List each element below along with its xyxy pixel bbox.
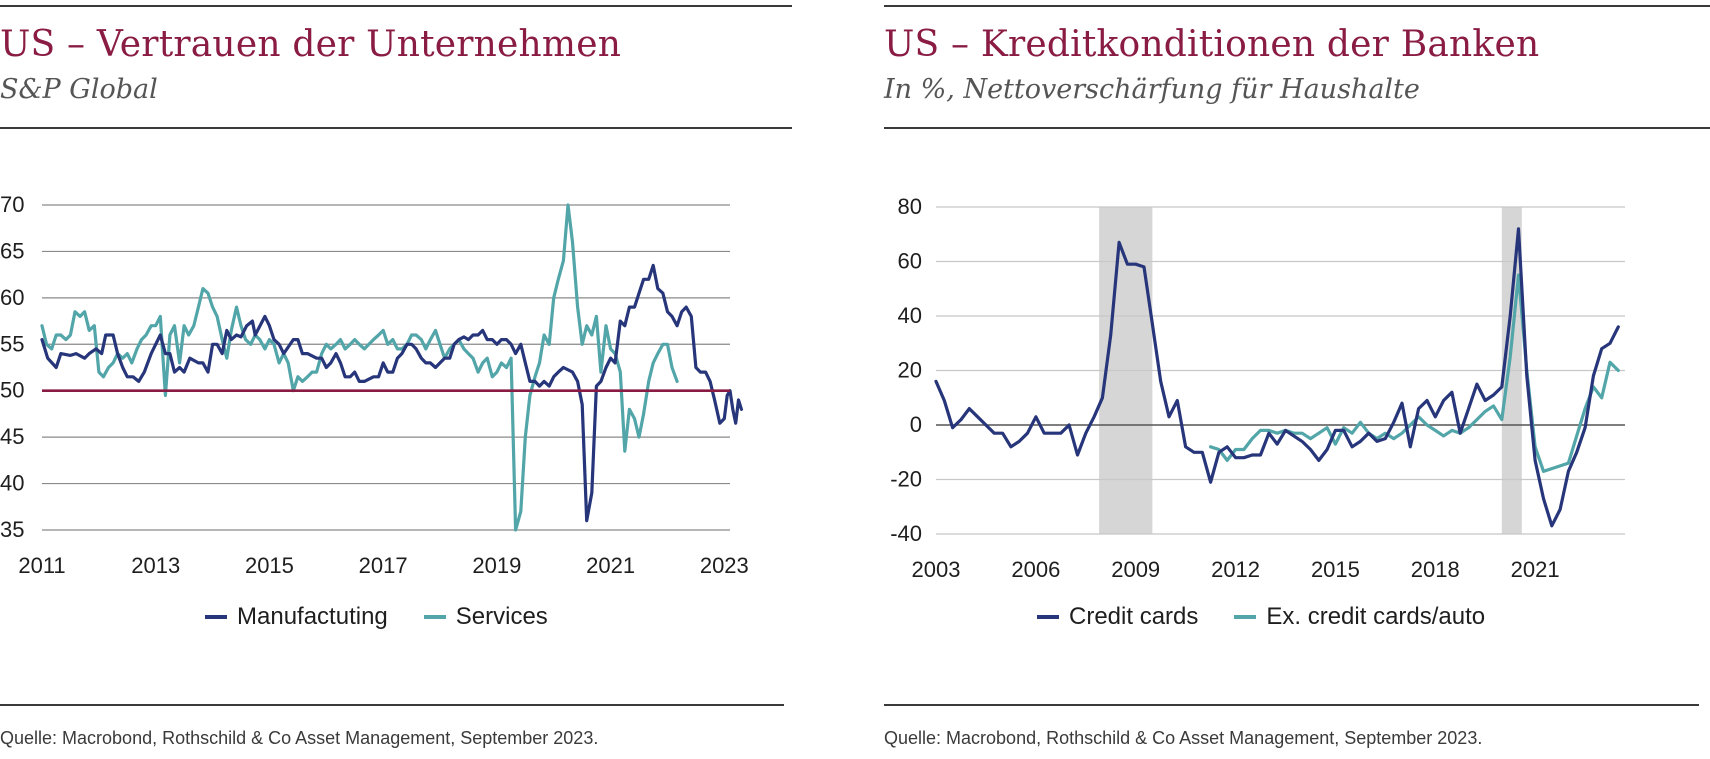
series-line-credit-cards xyxy=(934,227,1620,528)
business-confidence-chart: 70 65 60 55 50 45 40 35 2011 2013 2015 2017 2019 2021… xyxy=(0,192,749,578)
y-tick-label: -20 xyxy=(890,467,922,492)
x-tick-label: 2023 xyxy=(700,553,749,578)
chart-title: US – Kreditkonditionen der Banken xyxy=(884,24,1540,65)
legend-label: Ex. credit cards/auto xyxy=(1266,603,1486,630)
y-tick-label: 0 xyxy=(910,412,922,437)
legend-item: Credit cards xyxy=(1037,603,1198,631)
y-tick-label: 60 xyxy=(0,285,24,310)
x-tick-label: 2021 xyxy=(586,553,635,578)
y-tick-label: 55 xyxy=(0,331,24,356)
chart-subtitle: In %, Nettoverschärfung für Haushalte xyxy=(884,74,1420,105)
x-tick-label: 2015 xyxy=(1311,557,1360,582)
y-tick-label: -40 xyxy=(890,521,922,546)
x-tick-label: 2009 xyxy=(1111,557,1160,582)
x-tick-label: 2015 xyxy=(245,553,294,578)
y-tick-label: 35 xyxy=(0,517,24,542)
footer-rule xyxy=(884,704,1699,706)
y-tick-label: 80 xyxy=(898,194,922,219)
chart-subtitle: S&P Global xyxy=(0,74,158,105)
legend-label: Credit cards xyxy=(1069,603,1199,630)
y-tick-label: 40 xyxy=(898,303,922,328)
top-rule xyxy=(884,5,1710,7)
legend-swatch xyxy=(1037,615,1059,619)
series-line-ex-credit-cards-auto xyxy=(1209,273,1620,473)
legend-item: Services xyxy=(423,603,548,631)
series-line-manufactuting xyxy=(40,263,743,523)
right-chart-panel: US – Kreditkonditionen der Banken In %, … xyxy=(884,0,1710,759)
y-tick-label: 65 xyxy=(0,238,24,263)
top-rule xyxy=(0,5,792,7)
y-tick-label: 20 xyxy=(898,358,922,383)
y-tick-label: 70 xyxy=(0,192,24,217)
legend-swatch xyxy=(1234,615,1257,619)
legend-label: Services xyxy=(455,603,548,630)
chart-legend: Manufactuting Services xyxy=(205,603,548,631)
legend-item: Manufactuting xyxy=(205,603,388,631)
chart-title: US – Vertrauen der Unternehmen xyxy=(0,24,622,65)
x-tick-label: 2019 xyxy=(472,553,521,578)
header-rule xyxy=(0,127,792,129)
x-tick-label: 2021 xyxy=(1511,557,1560,582)
x-tick-label: 2006 xyxy=(1011,557,1060,582)
chart-legend: Credit cards Ex. credit cards/auto xyxy=(1037,603,1485,631)
y-tick-label: 45 xyxy=(0,424,24,449)
series-line-services xyxy=(40,203,679,532)
legend-swatch xyxy=(423,615,446,619)
source-note: Quelle: Macrobond, Rothschild & Co Asset… xyxy=(0,728,599,748)
y-tick-label: 50 xyxy=(0,378,24,403)
legend-item: Ex. credit cards/auto xyxy=(1234,603,1485,631)
source-note: Quelle: Macrobond, Rothschild & Co Asset… xyxy=(884,728,1483,748)
x-tick-label: 2012 xyxy=(1211,557,1260,582)
x-tick-label: 2011 xyxy=(18,553,65,578)
left-chart-panel: US – Vertrauen der Unternehmen S&P Globa… xyxy=(0,0,800,759)
x-tick-label: 2003 xyxy=(912,557,961,582)
legend-swatch xyxy=(205,615,227,619)
x-tick-label: 2018 xyxy=(1411,557,1460,582)
x-tick-label: 2013 xyxy=(131,553,180,578)
bank-credit-conditions-chart: 80 60 40 20 0 -20 -40 2003 2006 2009 2012 2015 2018 2… xyxy=(890,194,1625,582)
footer-rule xyxy=(0,704,784,706)
legend-label: Manufactuting xyxy=(237,603,388,630)
header-rule xyxy=(884,127,1710,129)
x-tick-label: 2017 xyxy=(359,553,408,578)
y-tick-label: 60 xyxy=(898,249,922,274)
y-tick-label: 40 xyxy=(0,471,24,496)
